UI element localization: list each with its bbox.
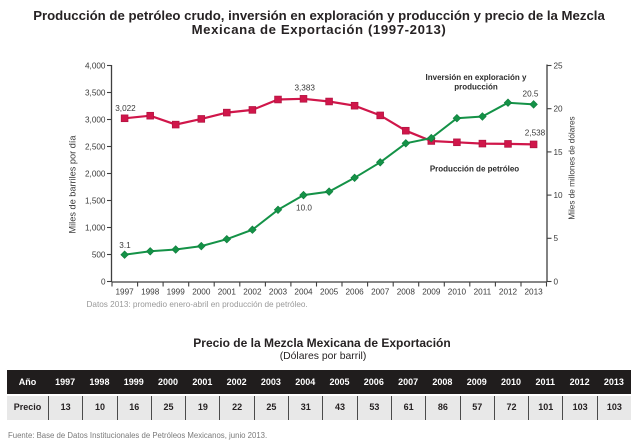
svg-text:500: 500 [92,250,106,259]
svg-text:2002: 2002 [243,287,262,296]
svg-text:1997: 1997 [115,287,134,296]
svg-text:5: 5 [554,234,559,243]
svg-text:1,500: 1,500 [85,196,106,205]
svg-text:10.0: 10.0 [296,204,312,213]
svg-text:2009: 2009 [422,287,441,296]
svg-text:2000: 2000 [192,287,211,296]
svg-text:3,383: 3,383 [294,84,315,93]
svg-text:3.1: 3.1 [119,241,131,250]
svg-text:2006: 2006 [345,287,364,296]
svg-text:15: 15 [554,148,564,157]
svg-text:0: 0 [101,277,106,286]
svg-text:Datos 2013: promedio enero-abr: Datos 2013: promedio enero-abril en prod… [87,300,308,309]
svg-text:2012: 2012 [499,287,518,296]
svg-text:2013: 2013 [524,287,543,296]
svg-text:2004: 2004 [294,287,313,296]
svg-text:2007: 2007 [371,287,390,296]
svg-text:20: 20 [554,105,564,114]
svg-text:2005: 2005 [320,287,339,296]
svg-text:2,000: 2,000 [85,169,106,178]
svg-text:Miles de millones de dólares: Miles de millones de dólares [568,116,577,219]
svg-text:25: 25 [554,61,564,70]
svg-text:Producción de petróleo: Producción de petróleo [430,165,519,174]
svg-text:2008: 2008 [397,287,416,296]
svg-text:0: 0 [554,277,559,286]
svg-text:2003: 2003 [269,287,288,296]
svg-text:Miles de barriles por día: Miles de barriles por día [68,135,78,234]
svg-text:2010: 2010 [448,287,467,296]
svg-text:20.5: 20.5 [523,90,539,99]
svg-text:2,500: 2,500 [85,142,106,151]
svg-text:producción: producción [454,83,498,92]
svg-text:1,000: 1,000 [85,223,106,232]
svg-text:3,000: 3,000 [85,115,106,124]
svg-text:10: 10 [554,191,564,200]
svg-text:2011: 2011 [474,287,492,296]
svg-text:2001: 2001 [218,287,237,296]
svg-text:1999: 1999 [167,287,186,296]
svg-text:Inversión en exploración y: Inversión en exploración y [426,73,527,82]
svg-text:3,022: 3,022 [115,104,136,113]
svg-text:4,000: 4,000 [85,61,106,70]
svg-text:3,500: 3,500 [85,88,106,97]
svg-text:2,538: 2,538 [525,129,546,138]
svg-text:1998: 1998 [141,287,160,296]
